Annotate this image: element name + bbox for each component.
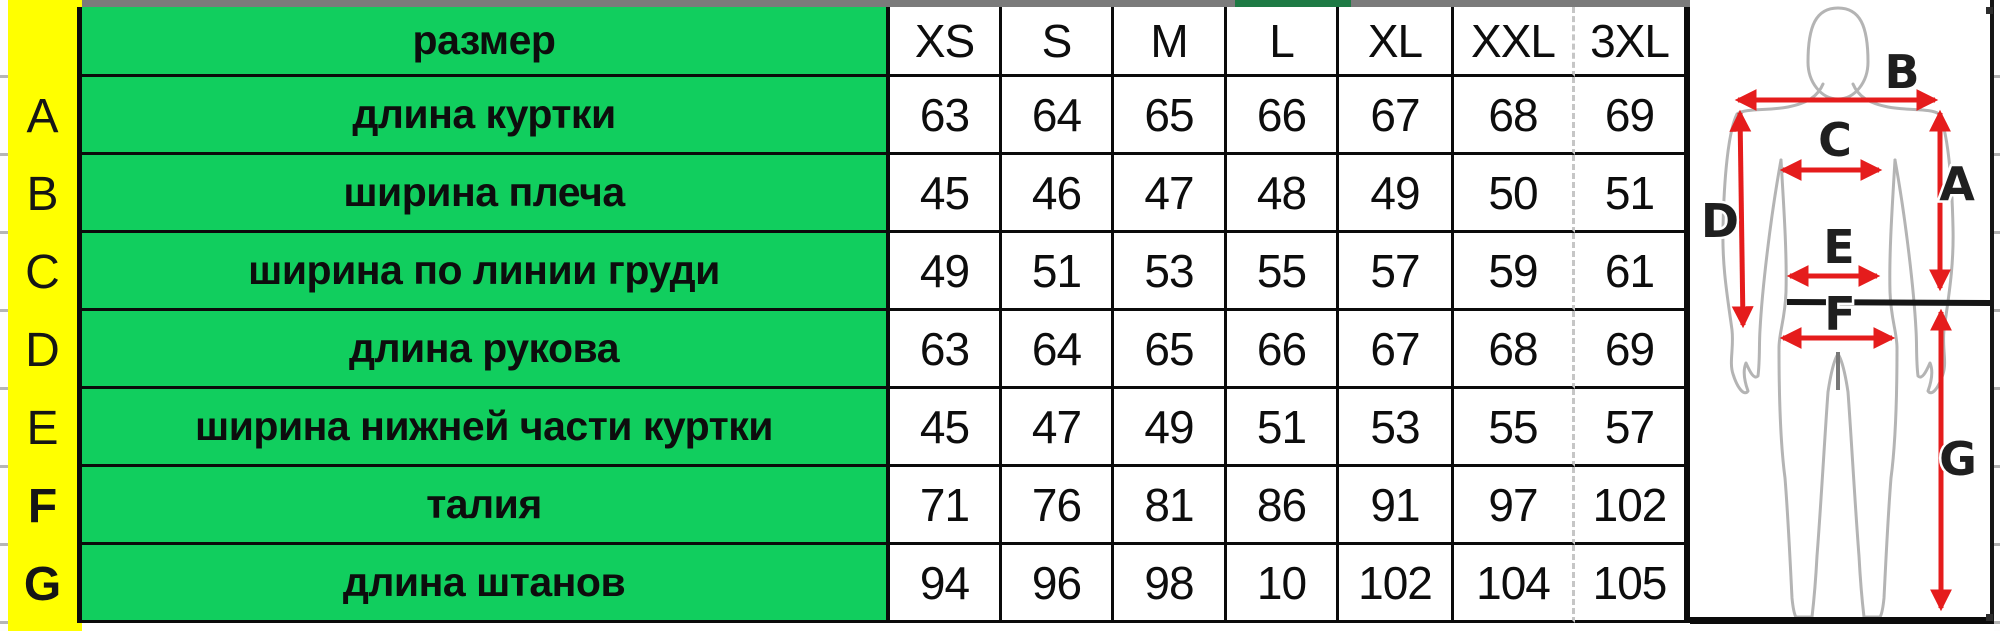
value-cell[interactable]: 49 — [1114, 389, 1227, 467]
value-cell[interactable]: 64 — [1002, 311, 1114, 389]
value-cell[interactable]: 45 — [890, 155, 1002, 233]
arrow-d-sleeve-length — [1729, 109, 1754, 329]
measurement-arrows — [1729, 88, 1953, 612]
value-cell[interactable]: 69 — [1575, 311, 1690, 389]
value-cell[interactable]: 66 — [1227, 77, 1339, 155]
value-cell[interactable]: 66 — [1227, 311, 1339, 389]
value-cell[interactable]: 48 — [1227, 155, 1339, 233]
row-label[interactable]: ширина нижней части куртки — [82, 389, 890, 467]
row-label[interactable]: длина рукова — [82, 311, 890, 389]
value-cell[interactable]: 67 — [1339, 311, 1454, 389]
value-cell[interactable]: 71 — [890, 467, 1002, 545]
size-table: размер XS S M L XL XXL 3XL A длина куртк… — [8, 7, 1690, 623]
row-letter[interactable]: A — [8, 77, 82, 155]
value-cell[interactable]: 76 — [1002, 467, 1114, 545]
header-cell-xs[interactable]: XS — [890, 7, 1002, 77]
row-letter[interactable]: G — [8, 545, 82, 623]
value-cell[interactable]: 47 — [1114, 155, 1227, 233]
value-cell[interactable]: 102 — [1575, 467, 1690, 545]
waist-line — [1786, 299, 1990, 306]
value-cell[interactable]: 10 — [1227, 545, 1339, 623]
value-cell[interactable]: 65 — [1114, 77, 1227, 155]
header-cell-xxl[interactable]: XXL — [1454, 7, 1575, 77]
diagram-label-c: C — [1818, 113, 1852, 167]
header-cell-xl[interactable]: XL — [1339, 7, 1454, 77]
row-letter[interactable]: D — [8, 311, 82, 389]
selection-handle-top-right[interactable] — [1986, 7, 1993, 14]
value-cell[interactable]: 57 — [1339, 233, 1454, 311]
value-cell[interactable]: 68 — [1454, 77, 1575, 155]
top-strip — [82, 0, 2000, 7]
value-cell[interactable]: 81 — [1114, 467, 1227, 545]
value-cell[interactable]: 68 — [1454, 311, 1575, 389]
value-cell[interactable]: 104 — [1454, 545, 1575, 623]
value-cell[interactable]: 61 — [1575, 233, 1690, 311]
value-cell[interactable]: 59 — [1454, 233, 1575, 311]
value-cell[interactable]: 55 — [1227, 233, 1339, 311]
row-label[interactable]: ширина по линии груди — [82, 233, 890, 311]
row-letter-corner[interactable] — [8, 7, 82, 77]
value-cell[interactable]: 50 — [1454, 155, 1575, 233]
diagram-label-e: E — [1823, 220, 1854, 274]
row-label[interactable]: ширина плеча — [82, 155, 890, 233]
selection-handle-bottom-right[interactable] — [1986, 614, 1993, 621]
diagram-label-g: G — [1939, 432, 1977, 486]
diagram-label-a: A — [1939, 157, 1975, 211]
row-letter[interactable]: B — [8, 155, 82, 233]
value-cell[interactable]: 46 — [1002, 155, 1114, 233]
top-strip-green-notch — [1235, 0, 1351, 7]
header-cell-s[interactable]: S — [1002, 7, 1114, 77]
row-letter[interactable]: E — [8, 389, 82, 467]
value-cell[interactable]: 102 — [1339, 545, 1454, 623]
value-cell[interactable]: 53 — [1114, 233, 1227, 311]
header-cell-m[interactable]: M — [1114, 7, 1227, 77]
value-cell[interactable]: 96 — [1002, 545, 1114, 623]
value-cell[interactable]: 65 — [1114, 311, 1227, 389]
row-label[interactable]: длина штанов — [82, 545, 890, 623]
header-cell-3xl[interactable]: 3XL — [1575, 7, 1690, 77]
value-cell[interactable]: 97 — [1454, 467, 1575, 545]
body-figure: B A D C E F G — [1698, 6, 1990, 617]
value-cell[interactable]: 86 — [1227, 467, 1339, 545]
row-label[interactable]: талия — [82, 467, 890, 545]
header-cell-size-label[interactable]: размер — [82, 7, 890, 77]
diagram-label-d: D — [1701, 194, 1739, 248]
value-cell[interactable]: 47 — [1002, 389, 1114, 467]
value-cell[interactable]: 49 — [890, 233, 1002, 311]
value-cell[interactable]: 91 — [1339, 467, 1454, 545]
value-cell[interactable]: 51 — [1002, 233, 1114, 311]
value-cell[interactable]: 98 — [1114, 545, 1227, 623]
row-letter[interactable]: F — [8, 467, 82, 545]
value-cell[interactable]: 49 — [1339, 155, 1454, 233]
value-cell[interactable]: 57 — [1575, 389, 1690, 467]
row-label[interactable]: длина куртки — [82, 77, 890, 155]
value-cell[interactable]: 69 — [1575, 77, 1690, 155]
value-cell[interactable]: 105 — [1575, 545, 1690, 623]
left-gridline-gutter — [0, 0, 8, 631]
body-measurement-diagram: B A D C E F G — [1690, 0, 1994, 624]
row-letter[interactable]: C — [8, 233, 82, 311]
value-cell[interactable]: 63 — [890, 77, 1002, 155]
value-cell[interactable]: 51 — [1575, 155, 1690, 233]
header-cell-l[interactable]: L — [1227, 7, 1339, 77]
value-cell[interactable]: 94 — [890, 545, 1002, 623]
value-cell[interactable]: 64 — [1002, 77, 1114, 155]
diagram-label-b: B — [1884, 45, 1919, 99]
value-cell[interactable]: 55 — [1454, 389, 1575, 467]
value-cell[interactable]: 63 — [890, 311, 1002, 389]
diagram-label-f: F — [1824, 287, 1855, 341]
value-cell[interactable]: 67 — [1339, 77, 1454, 155]
value-cell[interactable]: 51 — [1227, 389, 1339, 467]
value-cell[interactable]: 45 — [890, 389, 1002, 467]
value-cell[interactable]: 53 — [1339, 389, 1454, 467]
right-gridline-gutter — [1994, 0, 2000, 631]
